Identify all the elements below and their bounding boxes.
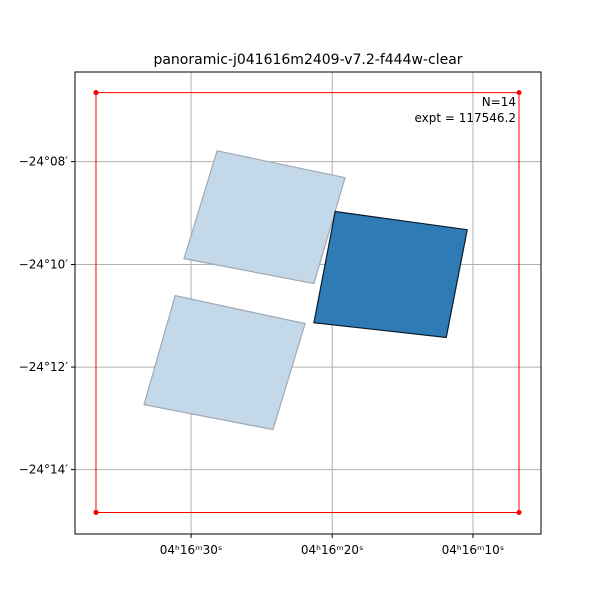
y-tick-label: −24°12′ xyxy=(19,360,69,374)
plot-frame xyxy=(74,71,542,535)
region-vertex xyxy=(93,90,99,96)
y-tick-label: −24°08′ xyxy=(19,155,69,169)
region-vertex xyxy=(516,90,522,96)
chart-title: panoramic-j041616m2409-v7.2-f444w-clear xyxy=(153,52,462,68)
region-outline xyxy=(95,92,520,513)
footprint xyxy=(183,150,346,285)
annotation: expt = 117546.2 xyxy=(414,111,516,125)
region-vertex xyxy=(93,509,99,515)
x-tick-label: 04ʰ16ᵐ30ˢ xyxy=(160,543,223,557)
y-tick-label: −24°14′ xyxy=(19,463,69,477)
footprint xyxy=(143,294,306,431)
y-tick-label: −24°10′ xyxy=(19,258,69,272)
x-tick-label: 04ʰ16ᵐ20ˢ xyxy=(301,543,364,557)
x-tick-label: 04ʰ16ᵐ10ˢ xyxy=(442,543,505,557)
region-vertex xyxy=(516,509,522,515)
footprint xyxy=(313,210,468,339)
annotation: N=14 xyxy=(482,95,516,109)
